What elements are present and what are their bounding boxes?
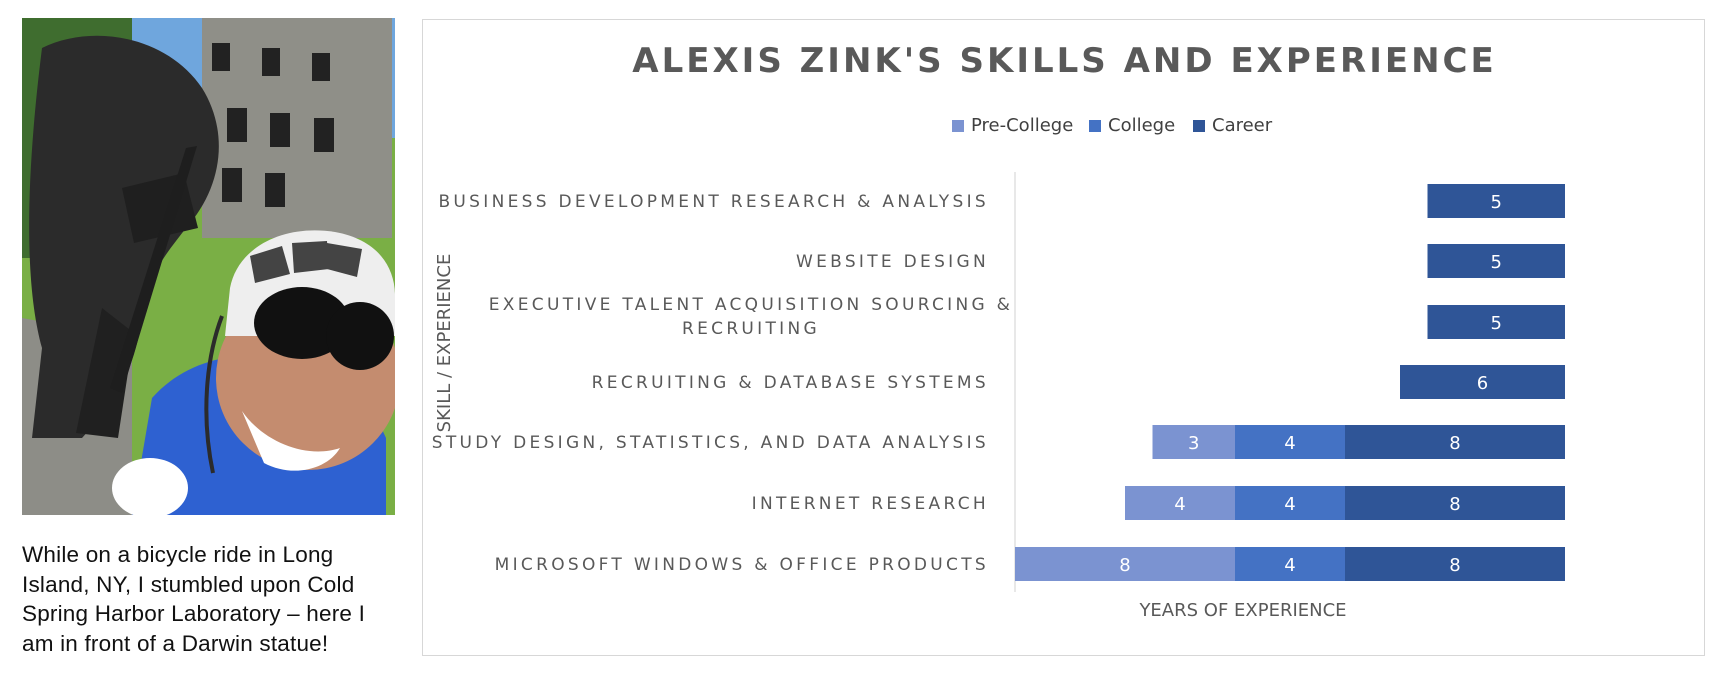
legend-swatch-career bbox=[1193, 120, 1205, 132]
legend-swatch-college bbox=[1089, 120, 1101, 132]
category-label-5: INTERNET RESEARCH bbox=[752, 494, 989, 514]
category-label-6: MICROSOFT WINDOWS & OFFICE PRODUCTS bbox=[495, 555, 989, 575]
legend-label-pre-college: Pre-College bbox=[971, 115, 1073, 136]
photo-illustration bbox=[22, 18, 395, 515]
skills-chart: ALEXIS ZINK'S SKILLS AND EXPERIENCE Pre-… bbox=[423, 20, 1706, 657]
category-label-4: STUDY DESIGN, STATISTICS, AND DATA ANALY… bbox=[432, 433, 989, 453]
chart-panel: ALEXIS ZINK'S SKILLS AND EXPERIENCE Pre-… bbox=[422, 19, 1705, 656]
data-label-career-0: 5 bbox=[1491, 192, 1502, 213]
data-label-college-5: 4 bbox=[1284, 494, 1295, 515]
data-label-career-1: 5 bbox=[1491, 252, 1502, 273]
data-label-career-3: 6 bbox=[1477, 373, 1488, 394]
profile-photo bbox=[22, 18, 395, 515]
y-axis-title: SKILL / EXPERIENCE bbox=[434, 254, 455, 433]
data-label-pre-college-5: 4 bbox=[1174, 494, 1185, 515]
data-label-career-2: 5 bbox=[1491, 313, 1502, 334]
data-label-pre-college-6: 8 bbox=[1119, 555, 1130, 576]
data-label-career-6: 8 bbox=[1449, 555, 1460, 576]
category-label-line-2-1: RECRUITING bbox=[682, 319, 820, 339]
data-label-college-4: 4 bbox=[1284, 433, 1295, 454]
data-label-college-6: 4 bbox=[1284, 555, 1295, 576]
data-label-pre-college-4: 3 bbox=[1188, 433, 1199, 454]
data-label-career-5: 8 bbox=[1449, 494, 1460, 515]
chart-title: ALEXIS ZINK'S SKILLS AND EXPERIENCE bbox=[632, 41, 1496, 81]
photo-caption: While on a bicycle ride in Long Island, … bbox=[22, 540, 402, 658]
legend-label-college: College bbox=[1108, 115, 1175, 136]
category-label-line-2-0: EXECUTIVE TALENT ACQUISITION SOURCING & bbox=[489, 295, 1013, 315]
legend-label-career: Career bbox=[1212, 115, 1273, 136]
x-axis-title: YEARS OF EXPERIENCE bbox=[1138, 600, 1346, 621]
data-label-career-4: 8 bbox=[1449, 433, 1460, 454]
category-label-3: RECRUITING & DATABASE SYSTEMS bbox=[592, 373, 989, 393]
chart-legend: Pre-College College Career bbox=[952, 115, 1273, 136]
category-label-0: BUSINESS DEVELOPMENT RESEARCH & ANALYSIS bbox=[438, 192, 989, 212]
category-labels: BUSINESS DEVELOPMENT RESEARCH & ANALYSIS… bbox=[432, 192, 1013, 575]
legend-swatch-pre-college bbox=[952, 120, 964, 132]
category-label-2: EXECUTIVE TALENT ACQUISITION SOURCING & R… bbox=[489, 295, 1013, 339]
category-label-1: WEBSITE DESIGN bbox=[796, 252, 989, 272]
